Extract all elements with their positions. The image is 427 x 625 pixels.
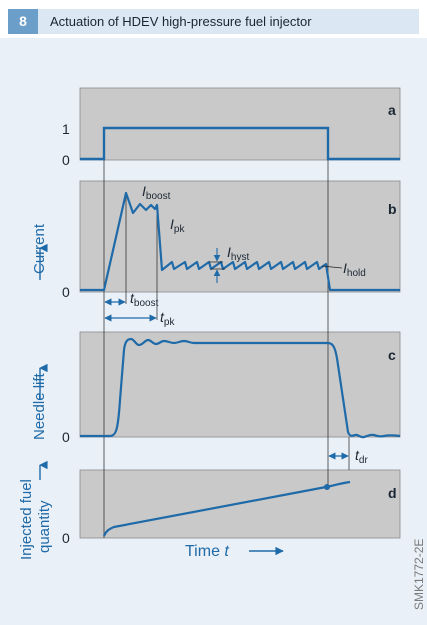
time-axis-label: Time t xyxy=(185,543,229,560)
panel-b-tick-zero: 0 xyxy=(62,284,70,300)
panel-c-letter: c xyxy=(388,347,396,363)
panel-b-background xyxy=(79,180,401,293)
source-code-label: SMK1772-2E xyxy=(412,539,426,610)
needle-lift-axis-label: Needle lift xyxy=(31,372,48,440)
t-pk-label: tpk xyxy=(160,309,175,328)
t-boost-label: tboost xyxy=(130,290,159,309)
panel-a-letter: a xyxy=(388,102,396,118)
injected-quantity-axis-label-line2: quantity xyxy=(36,500,53,553)
injection-end-marker xyxy=(324,484,330,490)
panel-b-letter: b xyxy=(388,201,397,217)
t-dr-label: tdr xyxy=(355,447,368,466)
panel-a-tick-one: 1 xyxy=(62,121,70,137)
panel-c-tick-zero: 0 xyxy=(62,429,70,445)
i-boost-label: Iboost xyxy=(142,183,171,202)
panel-d-letter: d xyxy=(388,485,397,501)
injected-quantity-axis-label-line1: Injected fuel xyxy=(18,479,35,560)
figure-title: Actuation of HDEV high-pressure fuel inj… xyxy=(38,9,419,34)
i-hold-leader xyxy=(321,265,343,269)
i-hold-label: Ihold xyxy=(343,260,366,279)
injected-quantity-curve xyxy=(102,480,351,537)
figure-header: 8 Actuation of HDEV high-pressure fuel i… xyxy=(0,0,427,38)
panel-c-background xyxy=(79,331,401,438)
i-pk-label: Ipk xyxy=(170,216,185,235)
panel-a-background xyxy=(79,87,401,161)
actuation-signal-curve xyxy=(80,126,400,161)
figure-number: 8 xyxy=(8,9,38,34)
i-hyst-label: Ihyst xyxy=(227,244,249,263)
panel-d-tick-zero: 0 xyxy=(62,530,70,546)
panel-a-tick-zero: 0 xyxy=(62,152,70,168)
needle-lift-curve xyxy=(80,337,401,439)
